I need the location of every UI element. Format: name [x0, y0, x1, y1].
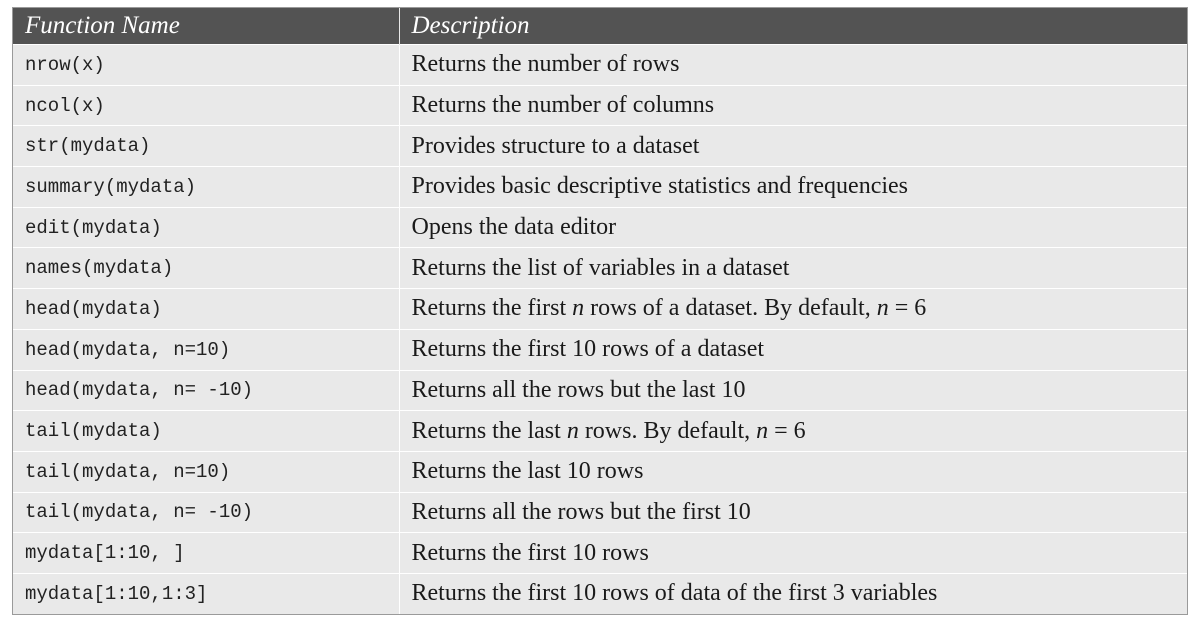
function-cell: ncol(x): [13, 84, 400, 126]
description-cell: Provides structure to a dataset: [399, 125, 1187, 167]
function-cell: summary(mydata): [13, 166, 400, 208]
table-row: head(mydata, n=10) Returns the first 10 …: [13, 328, 1187, 370]
description-cell: Returns the first 10 rows: [399, 532, 1187, 574]
function-cell: str(mydata): [13, 125, 400, 167]
function-cell: mydata[1:10,1:3]: [13, 572, 400, 614]
header-function-name: Function Name: [13, 8, 400, 45]
table-row: nrow(x) Returns the number of rows: [13, 44, 1187, 86]
table-row: tail(mydata, n=10) Returns the last 10 r…: [13, 450, 1187, 493]
function-cell: tail(mydata): [13, 410, 400, 452]
description-cell: Provides basic descriptive statistics an…: [399, 166, 1187, 208]
function-cell: edit(mydata): [13, 206, 400, 248]
function-cell: tail(mydata, n= -10): [13, 491, 400, 533]
function-cell: tail(mydata, n=10): [13, 450, 400, 493]
description-cell: Returns the number of rows: [399, 44, 1187, 86]
function-cell: head(mydata, n= -10): [13, 369, 400, 411]
table-row: tail(mydata, n= -10) Returns all the row…: [13, 491, 1187, 533]
table-header-row: Function Name Description: [13, 8, 1187, 45]
table-row: summary(mydata) Provides basic descripti…: [13, 166, 1187, 208]
table-row: head(mydata, n= -10) Returns all the row…: [13, 369, 1187, 411]
table-row: head(mydata) Returns the first n rows of…: [13, 288, 1187, 330]
function-cell: head(mydata, n=10): [13, 328, 400, 370]
description-cell: Returns all the rows but the last 10: [399, 369, 1187, 411]
description-cell: Returns the last 10 rows: [399, 450, 1187, 493]
function-cell: head(mydata): [13, 288, 400, 330]
description-cell: Returns the first 10 rows of a dataset: [399, 328, 1187, 370]
description-cell: Returns the number of columns: [399, 84, 1187, 126]
description-cell: Returns the list of variables in a datas…: [399, 247, 1187, 289]
description-cell: Returns the last n rows. By default, n =…: [399, 410, 1187, 452]
description-cell: Opens the data editor: [399, 206, 1187, 248]
description-cell: Returns all the rows but the first 10: [399, 491, 1187, 533]
table-row: names(mydata) Returns the list of variab…: [13, 247, 1187, 289]
function-table: Function Name Description nrow(x) Return…: [13, 8, 1187, 614]
table-row: ncol(x) Returns the number of columns: [13, 84, 1187, 126]
table-row: tail(mydata) Returns the last n rows. By…: [13, 410, 1187, 452]
function-cell: nrow(x): [13, 44, 400, 86]
table-row: edit(mydata) Opens the data editor: [13, 206, 1187, 248]
table-row: mydata[1:10, ] Returns the first 10 rows: [13, 532, 1187, 574]
header-description: Description: [399, 8, 1187, 45]
description-cell: Returns the first n rows of a dataset. B…: [399, 288, 1187, 330]
function-table-container: Function Name Description nrow(x) Return…: [12, 7, 1188, 615]
function-cell: names(mydata): [13, 247, 400, 289]
description-cell: Returns the first 10 rows of data of the…: [399, 572, 1187, 614]
table-row: mydata[1:10,1:3] Returns the first 10 ro…: [13, 572, 1187, 614]
function-cell: mydata[1:10, ]: [13, 532, 400, 574]
table-row: str(mydata) Provides structure to a data…: [13, 125, 1187, 167]
